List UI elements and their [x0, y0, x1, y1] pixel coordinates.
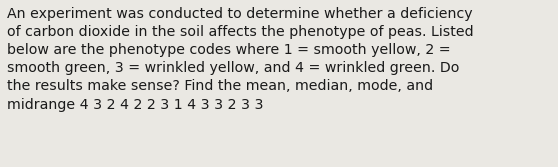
Text: An experiment was conducted to determine whether a deficiency
of carbon dioxide : An experiment was conducted to determine… — [7, 7, 474, 112]
